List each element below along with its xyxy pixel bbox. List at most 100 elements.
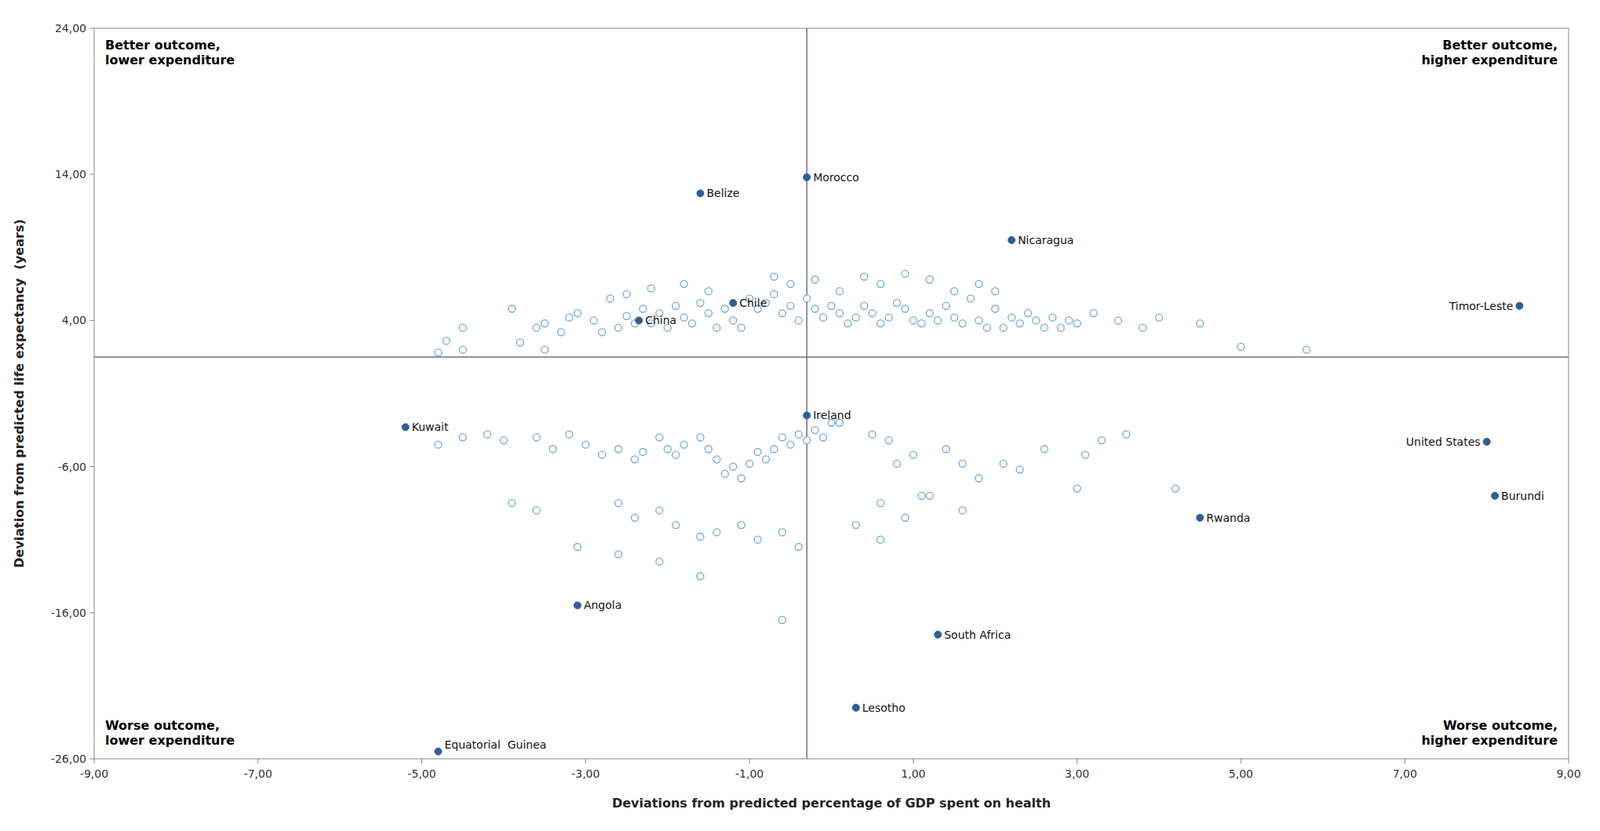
open-point <box>688 320 697 328</box>
open-point <box>975 317 983 325</box>
x-tick-label: 3,00 <box>1064 767 1090 780</box>
open-point <box>1073 320 1081 328</box>
highlighted-point <box>803 173 811 181</box>
series <box>401 173 1524 755</box>
plot-area <box>94 28 1569 759</box>
open-point <box>999 324 1007 332</box>
x-tick <box>585 758 587 764</box>
open-point <box>1097 437 1105 445</box>
open-point <box>508 499 516 507</box>
point-label: Nicaragua <box>1017 233 1074 247</box>
open-point <box>893 459 901 467</box>
open-point <box>541 346 549 354</box>
open-point <box>925 276 934 284</box>
open-point <box>565 313 573 321</box>
quadrant-label: Worse outcome,lower expenditure <box>105 717 235 748</box>
quadrant-label-line: higher expenditure <box>1421 52 1558 68</box>
quadrant-label-line: Worse outcome, <box>1443 717 1558 733</box>
x-tick <box>421 758 423 764</box>
open-point <box>573 543 581 551</box>
open-point <box>761 455 770 463</box>
open-point <box>582 441 590 449</box>
y-tick <box>89 174 95 175</box>
open-point <box>852 313 860 321</box>
open-point <box>794 543 802 551</box>
open-point <box>1155 313 1163 321</box>
x-tick-label: -7,00 <box>244 767 273 780</box>
open-point <box>811 426 819 434</box>
open-point <box>991 287 999 296</box>
x-tick <box>1404 758 1406 764</box>
point-label: Belize <box>706 186 740 200</box>
quadrant-label-line: Better outcome, <box>1442 37 1558 53</box>
open-point <box>672 521 680 529</box>
open-point <box>999 459 1007 467</box>
y-tick <box>89 28 95 30</box>
open-point <box>484 430 492 438</box>
open-point <box>958 320 966 328</box>
open-point <box>680 280 688 288</box>
open-point <box>951 287 959 296</box>
highlighted-point <box>729 299 737 307</box>
open-point <box>925 309 934 318</box>
open-point <box>434 349 442 357</box>
point-label: Chile <box>739 296 767 310</box>
open-point <box>820 433 828 442</box>
open-point <box>770 273 778 281</box>
highlighted-point <box>1491 492 1499 500</box>
open-point <box>951 313 959 321</box>
open-point <box>934 317 942 325</box>
open-point <box>794 317 802 325</box>
open-point <box>680 313 688 321</box>
open-point <box>713 455 721 463</box>
highlighted-point <box>803 411 811 420</box>
x-tick <box>749 758 751 764</box>
open-point <box>901 305 909 313</box>
open-point <box>713 324 721 332</box>
open-point <box>1073 484 1081 493</box>
highlighted-point <box>1483 437 1491 445</box>
open-point <box>696 299 704 307</box>
open-point <box>499 437 507 445</box>
quadrant-label-line: lower expenditure <box>105 732 235 748</box>
quadrant-labels: Better outcome, lower expenditure Better o… <box>105 37 1558 748</box>
open-point <box>1237 342 1245 350</box>
quadrant-label-line: Better outcome, <box>105 37 221 53</box>
open-point <box>696 572 704 580</box>
x-axis-label: Deviations from predicted percentage of … <box>612 795 1051 811</box>
open-point <box>532 433 540 442</box>
highlighted-point <box>434 747 442 755</box>
y-tick-label: -26,00 <box>51 752 87 766</box>
open-point <box>704 287 712 296</box>
point-label: Rwanda <box>1206 511 1251 525</box>
open-point <box>1056 324 1065 332</box>
highlighted-point <box>852 703 860 711</box>
open-point <box>459 324 467 332</box>
open-point <box>737 324 745 332</box>
x-tick-label: -9,00 <box>80 767 109 780</box>
open-point <box>656 506 664 514</box>
open-point <box>459 346 467 354</box>
point-label: South Africa <box>943 628 1011 642</box>
y-tick <box>89 758 95 760</box>
open-point <box>877 320 885 328</box>
y-tick-label: -16,00 <box>51 606 87 620</box>
quadrant-label: Worse outcome,higher expenditure <box>1421 717 1558 748</box>
x-tick-label: 5,00 <box>1228 767 1254 780</box>
point-label: Angola <box>583 598 622 612</box>
open-point <box>1024 309 1032 318</box>
open-point <box>877 499 885 507</box>
open-point <box>1065 317 1073 325</box>
open-point <box>778 309 786 318</box>
open-point <box>778 616 786 624</box>
open-point <box>918 492 926 500</box>
open-point <box>820 313 828 321</box>
open-point <box>754 448 762 456</box>
open-point <box>909 451 917 459</box>
open-point <box>606 295 614 303</box>
quadrant-label-line: higher expenditure <box>1421 732 1558 748</box>
highlighted-point <box>635 317 643 325</box>
x-tick <box>257 758 259 764</box>
open-point <box>966 295 974 303</box>
open-point <box>532 324 540 332</box>
